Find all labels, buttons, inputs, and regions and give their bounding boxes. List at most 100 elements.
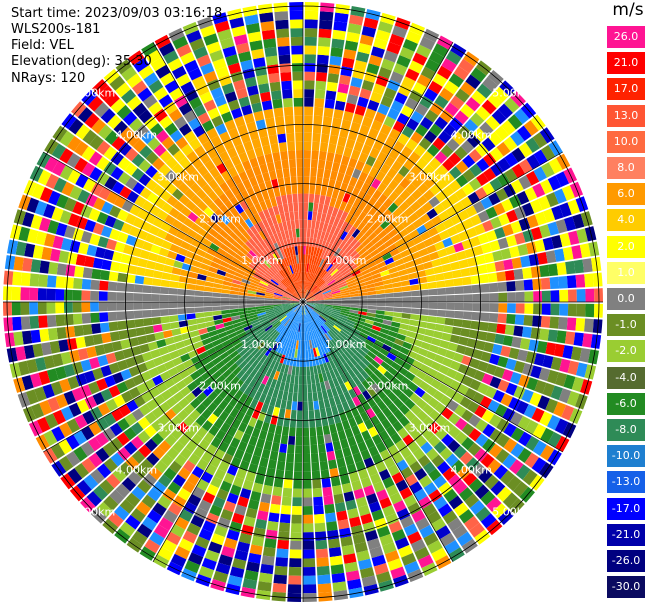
range-gate <box>357 262 367 270</box>
range-gate <box>382 542 397 555</box>
range-gate <box>303 237 307 246</box>
range-gate <box>303 289 306 299</box>
range-gate <box>293 471 302 481</box>
range-gate <box>356 221 366 232</box>
range-gate <box>253 110 265 122</box>
range-gate <box>311 286 319 294</box>
range-gate <box>532 315 542 327</box>
range-gate <box>172 440 185 454</box>
range-gate <box>250 279 260 285</box>
range-gate <box>82 324 93 336</box>
range-gate <box>211 302 221 307</box>
range-gate <box>446 138 460 152</box>
range-gate <box>258 230 267 240</box>
range-gate <box>329 134 339 145</box>
range-gate <box>335 321 345 328</box>
range-gate <box>89 135 104 150</box>
range-gate <box>263 260 272 269</box>
range-gate <box>426 244 437 254</box>
range-gate <box>317 54 329 65</box>
range-gate <box>458 259 469 269</box>
range-gate <box>295 305 301 313</box>
range-gate <box>198 327 208 335</box>
range-gate <box>173 150 186 163</box>
range-gate <box>290 540 302 550</box>
range-gate <box>383 315 393 321</box>
range-gate <box>400 280 411 287</box>
range-gate <box>478 321 489 332</box>
range-gate <box>108 385 121 398</box>
range-gate <box>134 195 147 208</box>
range-gate <box>315 531 327 541</box>
range-gate <box>273 107 284 118</box>
range-gate <box>441 332 452 342</box>
range-gate <box>349 238 359 248</box>
range-gate <box>383 283 393 290</box>
range-gate <box>223 276 233 283</box>
range-gate <box>304 289 308 299</box>
range-gate <box>322 310 331 316</box>
range-gate <box>295 322 299 332</box>
range-gate <box>261 333 270 342</box>
range-gate <box>59 148 74 164</box>
range-gate <box>258 83 270 94</box>
range-gate <box>517 243 529 256</box>
range-gate <box>416 74 432 88</box>
range-gate <box>257 127 268 139</box>
range-gate <box>122 348 134 359</box>
range-gate <box>254 271 264 278</box>
range-gate <box>295 132 303 142</box>
range-gate <box>289 330 294 339</box>
range-gate <box>206 347 217 356</box>
range-gate <box>362 163 373 175</box>
range-gate <box>177 409 189 422</box>
range-gate <box>164 122 178 136</box>
range-gate <box>273 433 282 444</box>
range-gate <box>134 275 145 285</box>
range-gate <box>315 295 324 299</box>
range-gate <box>475 506 491 522</box>
range-gate <box>307 322 311 332</box>
range-gate <box>402 255 413 264</box>
range-gate <box>540 277 551 290</box>
range-gate <box>530 327 541 340</box>
range-gate <box>351 228 361 238</box>
range-gate <box>566 275 577 289</box>
range-gate <box>309 340 313 349</box>
range-gate <box>290 523 302 533</box>
range-gate <box>384 339 394 348</box>
range-gate <box>214 252 225 261</box>
range-gate <box>216 162 227 175</box>
range-gate <box>237 331 247 339</box>
range-gate <box>318 399 325 410</box>
range-gate <box>330 47 344 58</box>
range-gate <box>261 448 271 459</box>
range-gate <box>379 375 390 385</box>
range-gate <box>303 523 314 533</box>
range-gate <box>291 54 303 64</box>
range-gate <box>246 296 256 300</box>
range-gate <box>198 351 209 360</box>
range-gate <box>394 92 408 105</box>
range-gate <box>236 224 246 234</box>
range-gate <box>192 486 206 499</box>
range-gate <box>357 383 367 393</box>
range-gate <box>232 322 243 328</box>
range-gate <box>323 292 333 297</box>
range-gate <box>323 353 330 363</box>
range-gate <box>98 291 108 301</box>
range-gate <box>433 496 448 510</box>
range-gate <box>142 285 152 294</box>
range-gate <box>242 231 252 241</box>
range-gate <box>280 280 288 288</box>
range-gate <box>332 294 342 298</box>
range-gate <box>580 211 593 227</box>
range-gate <box>307 383 312 393</box>
range-ring-label: 2.00km <box>367 212 409 225</box>
range-gate <box>369 147 380 159</box>
range-gate <box>257 253 266 262</box>
range-gate <box>575 318 586 332</box>
range-gate <box>364 529 379 542</box>
range-gate <box>254 146 264 158</box>
range-gate <box>119 186 132 199</box>
